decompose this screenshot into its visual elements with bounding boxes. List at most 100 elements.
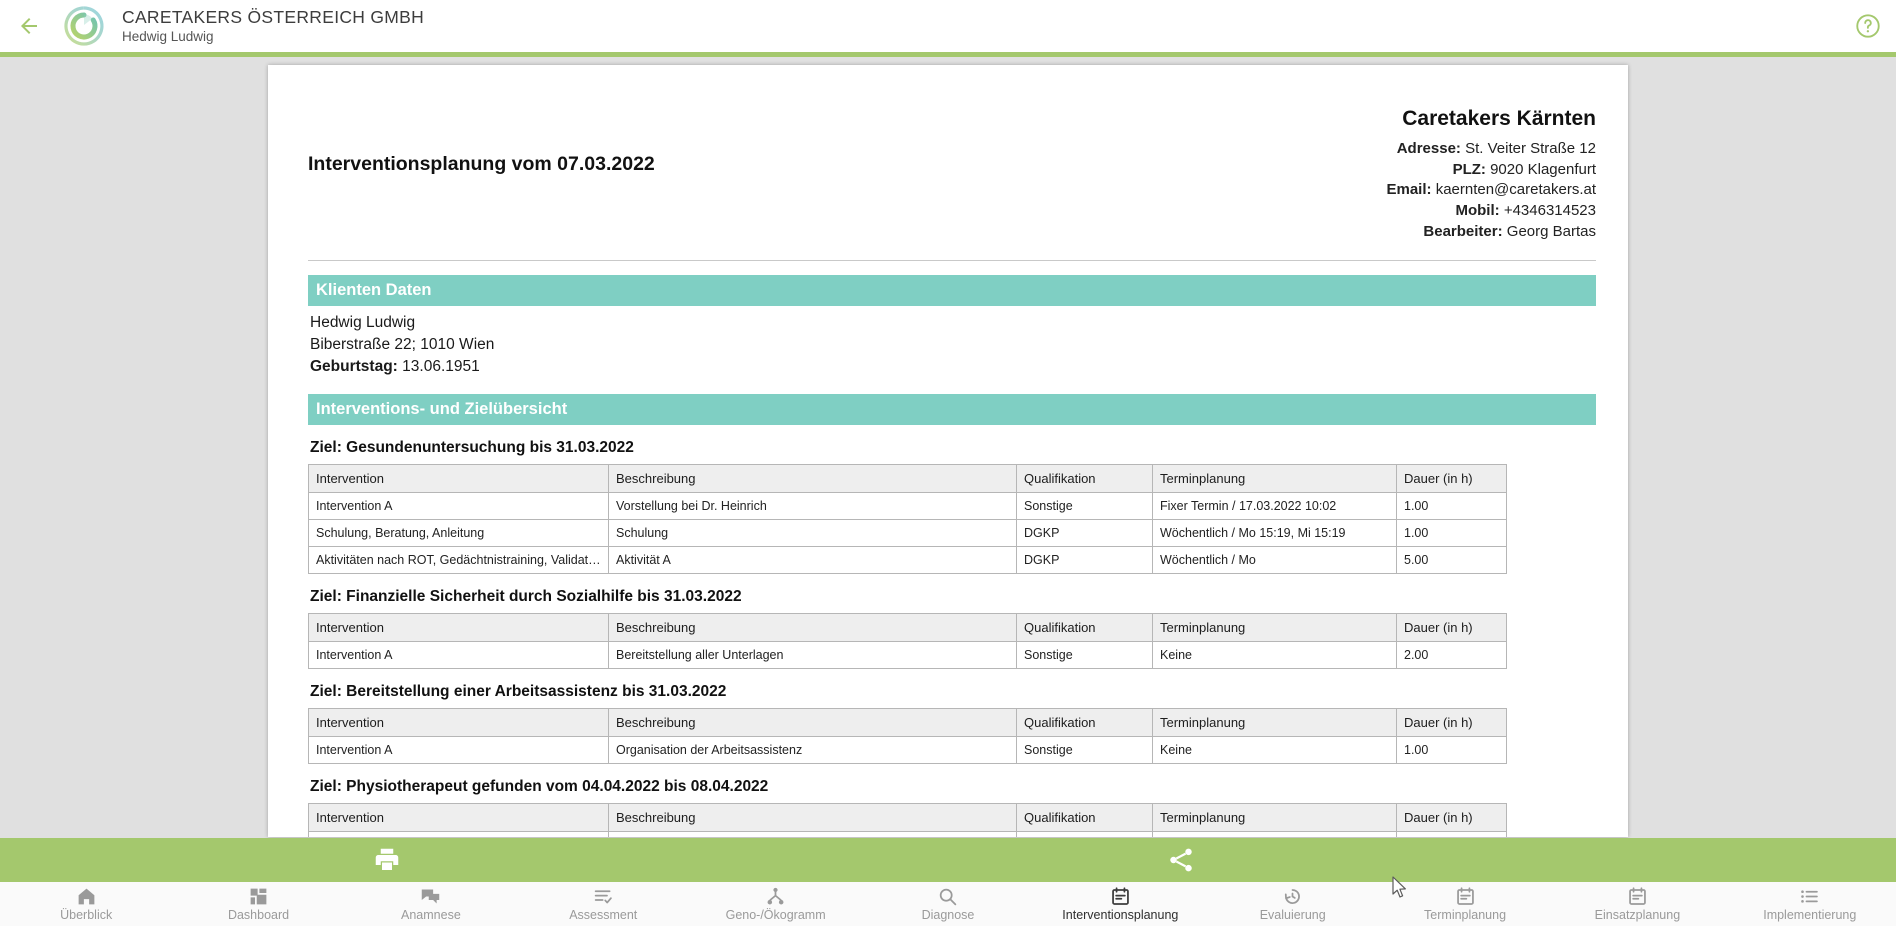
intervention-table: Intervention Beschreibung Qualifikation … (308, 464, 1507, 575)
col-intervention: Intervention (308, 464, 609, 494)
nav-item-dashboard[interactable]: Dashboard (172, 882, 344, 926)
col-qualifikation: Qualifikation (1016, 464, 1153, 494)
nav-label: Anamnese (401, 908, 461, 922)
table-header-row: Intervention Beschreibung Qualifikation … (308, 613, 1507, 643)
table-row: Intervention A Vorstellung bei Dr. Heinr… (308, 492, 1507, 521)
intervention-table: Intervention Beschreibung Qualifikation … (308, 613, 1507, 670)
organization-email-row: Email: kaernten@caretakers.at (1387, 180, 1597, 201)
nav-label: Assessment (569, 908, 638, 922)
organization-plz-row: PLZ: 9020 Klagenfurt (1387, 160, 1596, 181)
nav-item-interventionsplanung[interactable]: Interventionsplanung (1034, 882, 1206, 926)
cell-dauer: 1.00 (1396, 831, 1507, 837)
client-fullname: Hedwig Ludwig (310, 314, 416, 332)
nav-item-diagnose[interactable]: Diagnose (862, 882, 1034, 926)
cell-dauer: 5.00 (1396, 546, 1507, 575)
nav-item-terminplanung[interactable]: Terminplanung (1379, 882, 1551, 926)
nav-item-evaluierung[interactable]: Evaluierung (1207, 882, 1379, 926)
col-terminplanung: Terminplanung (1152, 708, 1397, 738)
cell-qualifikation: Sonstige (1016, 736, 1153, 765)
table-row: Intervention A Bereitstellung aller Unte… (308, 641, 1507, 670)
dashboard-grid-icon (248, 885, 269, 907)
cell-qualifikation: Sonstige (1016, 492, 1153, 521)
share-button[interactable] (1166, 845, 1196, 875)
document-divider (308, 260, 1596, 262)
goal-title: Ziel: Physiotherapeut gefunden vom 04.04… (310, 778, 769, 796)
list-bullets-icon (1799, 885, 1820, 907)
client-data-block: Hedwig Ludwig Biberstraße 22; 1010 Wien … (308, 306, 1596, 380)
nav-item-einsatzplanung[interactable]: Einsatzplanung (1551, 882, 1723, 926)
nav-item-geno-oekogramm[interactable]: Geno-/Ökogramm (689, 882, 861, 926)
section-header-client-data: Klienten Daten (308, 275, 1596, 307)
nav-item-anamnese[interactable]: Anamnese (345, 882, 517, 926)
page-title: Interventionsplanung vom 07.03.2022 (308, 153, 655, 175)
bottom-navigation: Überblick Dashboard Anamnese (0, 882, 1896, 926)
nav-label: Evaluierung (1259, 908, 1326, 922)
calendar-note-icon (1110, 885, 1131, 907)
organization-plz-label: PLZ: (1452, 160, 1486, 178)
calendar-note-icon (1455, 885, 1476, 907)
cell-intervention: Intervention A (308, 736, 609, 765)
cell-terminplanung: Fixer Termin / 17.03.2022 10:02 (1152, 492, 1397, 521)
table-header-row: Intervention Beschreibung Qualifikation … (308, 708, 1507, 738)
chat-bubbles-icon (420, 885, 441, 907)
col-intervention: Intervention (308, 803, 609, 833)
cell-beschreibung: Physiotherapeut suchen (608, 831, 1017, 837)
home-icon (76, 885, 97, 907)
help-circle-icon[interactable] (1854, 12, 1882, 40)
goal-title: Ziel: Bereitstellung einer Arbeitsassist… (310, 683, 727, 701)
organization-mobile-value: +4346314523 (1503, 202, 1596, 220)
cell-beschreibung: Vorstellung bei Dr. Heinrich (608, 492, 1017, 521)
nav-label: Dashboard (227, 908, 290, 922)
organization-email-label: Email: (1386, 181, 1432, 199)
organization-block: Caretakers Kärnten Adresse: St. Veiter S… (1387, 105, 1597, 242)
table-row: Sonstiges Physiotherapeut suchen Sonstig… (308, 831, 1507, 837)
document-action-bar (0, 838, 1896, 882)
nav-label: Implementierung (1763, 908, 1857, 922)
header-accent-rule (0, 52, 1896, 57)
col-dauer: Dauer (in h) (1396, 708, 1507, 738)
cell-terminplanung: Wöchentlich / Mo (1152, 546, 1397, 575)
organization-address-row: Adresse: St. Veiter Straße 12 (1387, 139, 1596, 160)
cell-beschreibung: Schulung (608, 519, 1017, 548)
organization-editor-row: Bearbeiter: Georg Bartas (1387, 222, 1596, 243)
nav-item-assessment[interactable]: Assessment (517, 882, 689, 926)
nav-item-implementierung[interactable]: Implementierung (1724, 882, 1896, 926)
print-button[interactable] (372, 845, 402, 875)
table-row: Aktivitäten nach ROT, Gedächtnistraining… (308, 546, 1507, 575)
caretakers-logo-icon (58, 3, 110, 49)
print-icon (372, 848, 402, 879)
share-icon (1166, 848, 1196, 879)
col-dauer: Dauer (in h) (1396, 464, 1507, 494)
nav-item-uberblick[interactable]: Überblick (0, 882, 172, 926)
document-header: Interventionsplanung vom 07.03.2022 Care… (308, 105, 1596, 242)
company-name: CARETAKERS ÖSTERREICH GMBH (122, 7, 425, 28)
organization-editor-label: Bearbeiter: (1423, 222, 1503, 240)
mouse-cursor (1392, 876, 1408, 900)
back-button[interactable] (0, 0, 58, 52)
col-terminplanung: Terminplanung (1152, 613, 1397, 643)
nav-label: Überblick (60, 908, 113, 922)
cell-intervention: Sonstiges (308, 831, 609, 837)
brand-text-block: CARETAKERS ÖSTERREICH GMBH Hedwig Ludwig (122, 7, 424, 45)
document-page: Interventionsplanung vom 07.03.2022 Care… (268, 65, 1628, 837)
cell-beschreibung: Organisation der Arbeitsassistenz (608, 736, 1017, 765)
col-qualifikation: Qualifikation (1016, 613, 1153, 643)
cell-dauer: 1.00 (1396, 736, 1507, 765)
col-intervention: Intervention (308, 613, 609, 643)
app-header: CARETAKERS ÖSTERREICH GMBH Hedwig Ludwig (0, 0, 1896, 52)
cell-beschreibung: Bereitstellung aller Unterlagen (608, 641, 1017, 670)
client-address: Biberstraße 22; 1010 Wien (310, 336, 495, 354)
client-birthday-row: Geburtstag: 13.06.1951 (310, 356, 1594, 378)
col-beschreibung: Beschreibung (608, 803, 1017, 833)
col-intervention: Intervention (308, 708, 609, 738)
nav-label: Interventionsplanung (1062, 908, 1179, 922)
search-icon (937, 885, 958, 907)
organization-mobile-label: Mobil: (1455, 202, 1500, 220)
section-header-intervention-overview: Interventions- und Zielübersicht (308, 394, 1596, 426)
col-terminplanung: Terminplanung (1152, 803, 1397, 833)
col-qualifikation: Qualifikation (1016, 708, 1153, 738)
cell-dauer: 2.00 (1396, 641, 1507, 670)
table-header-row: Intervention Beschreibung Qualifikation … (308, 803, 1507, 833)
organization-address-label: Adresse: (1396, 139, 1461, 157)
